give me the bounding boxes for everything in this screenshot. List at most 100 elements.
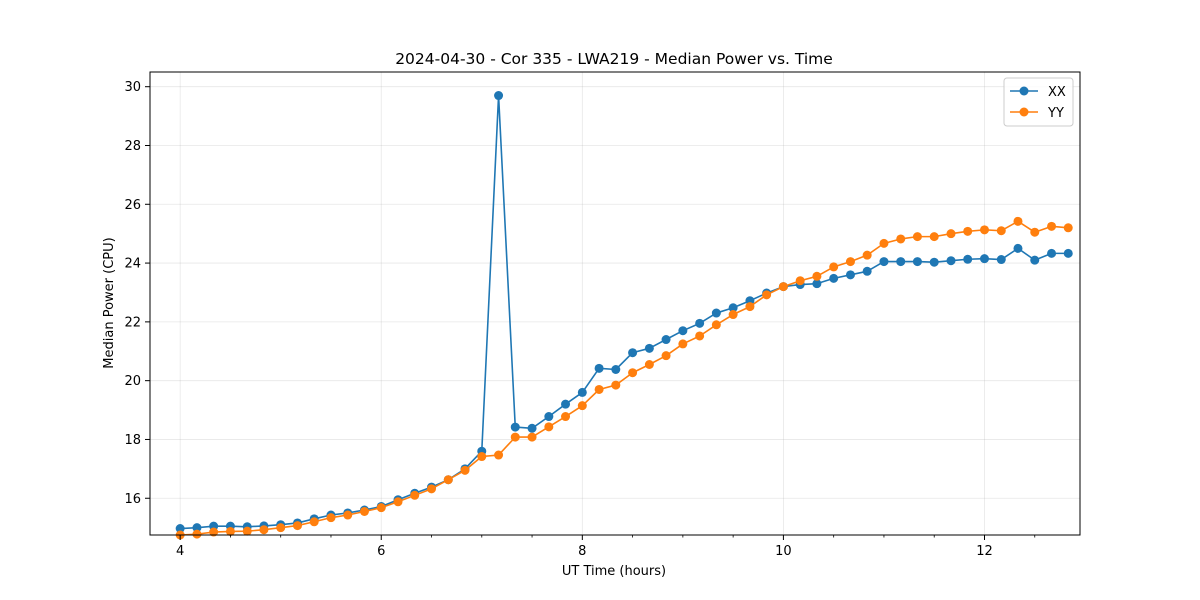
data-point-xx [896, 257, 906, 267]
data-point-xx [912, 257, 922, 267]
data-point-yy [879, 238, 889, 248]
y-tick-label: 30 [124, 80, 141, 95]
data-point-yy [628, 368, 638, 378]
data-point-yy [225, 526, 235, 536]
x-tick-label: 4 [176, 544, 184, 559]
data-point-yy [963, 226, 973, 236]
data-point-yy [979, 225, 989, 235]
data-point-yy [695, 331, 705, 341]
data-point-yy [711, 320, 721, 330]
data-point-xx [728, 303, 738, 313]
data-point-yy [762, 290, 772, 300]
data-point-yy [427, 484, 437, 494]
y-axis-label: Median Power (CPU) [102, 237, 117, 368]
data-point-yy [728, 310, 738, 320]
data-point-xx [527, 423, 537, 433]
data-point-xx [577, 387, 587, 397]
data-point-xx [996, 255, 1006, 265]
legend-label-yy: YY [1047, 106, 1064, 121]
y-tick-label: 20 [124, 374, 141, 389]
data-point-yy [209, 527, 219, 537]
data-point-yy [812, 271, 822, 281]
y-tick-label: 18 [124, 433, 141, 448]
data-point-xx [879, 257, 889, 267]
data-point-yy [896, 234, 906, 244]
data-point-yy [393, 497, 403, 507]
data-point-xx [510, 422, 520, 432]
y-tick-label: 22 [124, 315, 141, 330]
data-point-yy [410, 490, 420, 500]
data-point-xx [644, 343, 654, 353]
data-point-xx [1047, 248, 1057, 258]
chart-title: 2024-04-30 - Cor 335 - LWA219 - Median P… [395, 50, 833, 68]
series-layer [175, 91, 1073, 540]
data-point-yy [594, 384, 604, 394]
data-point-xx [946, 256, 956, 266]
data-point-xx [963, 254, 973, 264]
data-point-xx [695, 318, 705, 328]
plot-frame [149, 71, 1081, 536]
x-tick-label: 12 [976, 544, 993, 559]
data-point-xx [812, 279, 822, 289]
data-point-xx [845, 270, 855, 280]
data-point-yy [460, 465, 470, 475]
data-point-yy [912, 232, 922, 242]
data-point-yy [678, 339, 688, 349]
data-point-xx [1013, 243, 1023, 253]
data-point-yy [292, 521, 302, 531]
data-point-yy [946, 229, 956, 239]
x-axis-label: UT Time (hours) [562, 564, 666, 579]
data-point-xx [1030, 255, 1040, 265]
legend-label-xx: XX [1048, 85, 1066, 100]
data-point-yy [527, 432, 537, 442]
data-point-yy [561, 412, 571, 422]
data-point-yy [829, 262, 839, 272]
data-point-yy [1013, 216, 1023, 226]
data-point-xx [661, 335, 671, 345]
data-point-xx [192, 523, 202, 533]
data-point-yy [510, 432, 520, 442]
data-point-yy [259, 525, 269, 535]
data-point-xx [175, 524, 185, 534]
data-point-yy [996, 226, 1006, 236]
data-point-yy [795, 276, 805, 286]
y-tick-label: 24 [124, 257, 141, 272]
legend-marker-yy [1019, 107, 1029, 117]
x-tick-label: 10 [775, 544, 792, 559]
data-point-yy [242, 526, 252, 536]
data-point-yy [276, 523, 286, 533]
data-point-xx [711, 308, 721, 318]
data-point-yy [661, 351, 671, 361]
data-point-xx [544, 412, 554, 422]
data-point-yy [494, 450, 504, 460]
y-tick-label: 26 [124, 198, 141, 213]
data-point-yy [326, 513, 336, 523]
data-point-xx [628, 348, 638, 358]
data-point-yy [929, 232, 939, 242]
data-point-yy [1030, 227, 1040, 237]
data-point-yy [862, 250, 872, 260]
x-tick-label: 6 [377, 544, 385, 559]
data-point-yy [1047, 221, 1057, 231]
data-point-yy [778, 282, 788, 292]
data-point-xx [862, 266, 872, 276]
x-tick-label: 8 [578, 544, 586, 559]
data-point-xx [979, 254, 989, 264]
data-point-xx [829, 273, 839, 283]
data-point-yy [611, 380, 621, 390]
data-point-yy [845, 257, 855, 267]
data-point-yy [477, 452, 487, 462]
data-point-yy [577, 401, 587, 411]
data-point-xx [929, 257, 939, 267]
data-point-yy [309, 517, 319, 527]
data-point-yy [544, 422, 554, 432]
data-point-xx [1063, 248, 1073, 258]
data-point-yy [192, 529, 202, 539]
data-point-yy [343, 510, 353, 520]
data-point-yy [376, 503, 386, 513]
data-point-xx [561, 399, 571, 409]
data-point-xx [594, 363, 604, 373]
data-point-xx [678, 326, 688, 336]
data-point-yy [745, 302, 755, 312]
